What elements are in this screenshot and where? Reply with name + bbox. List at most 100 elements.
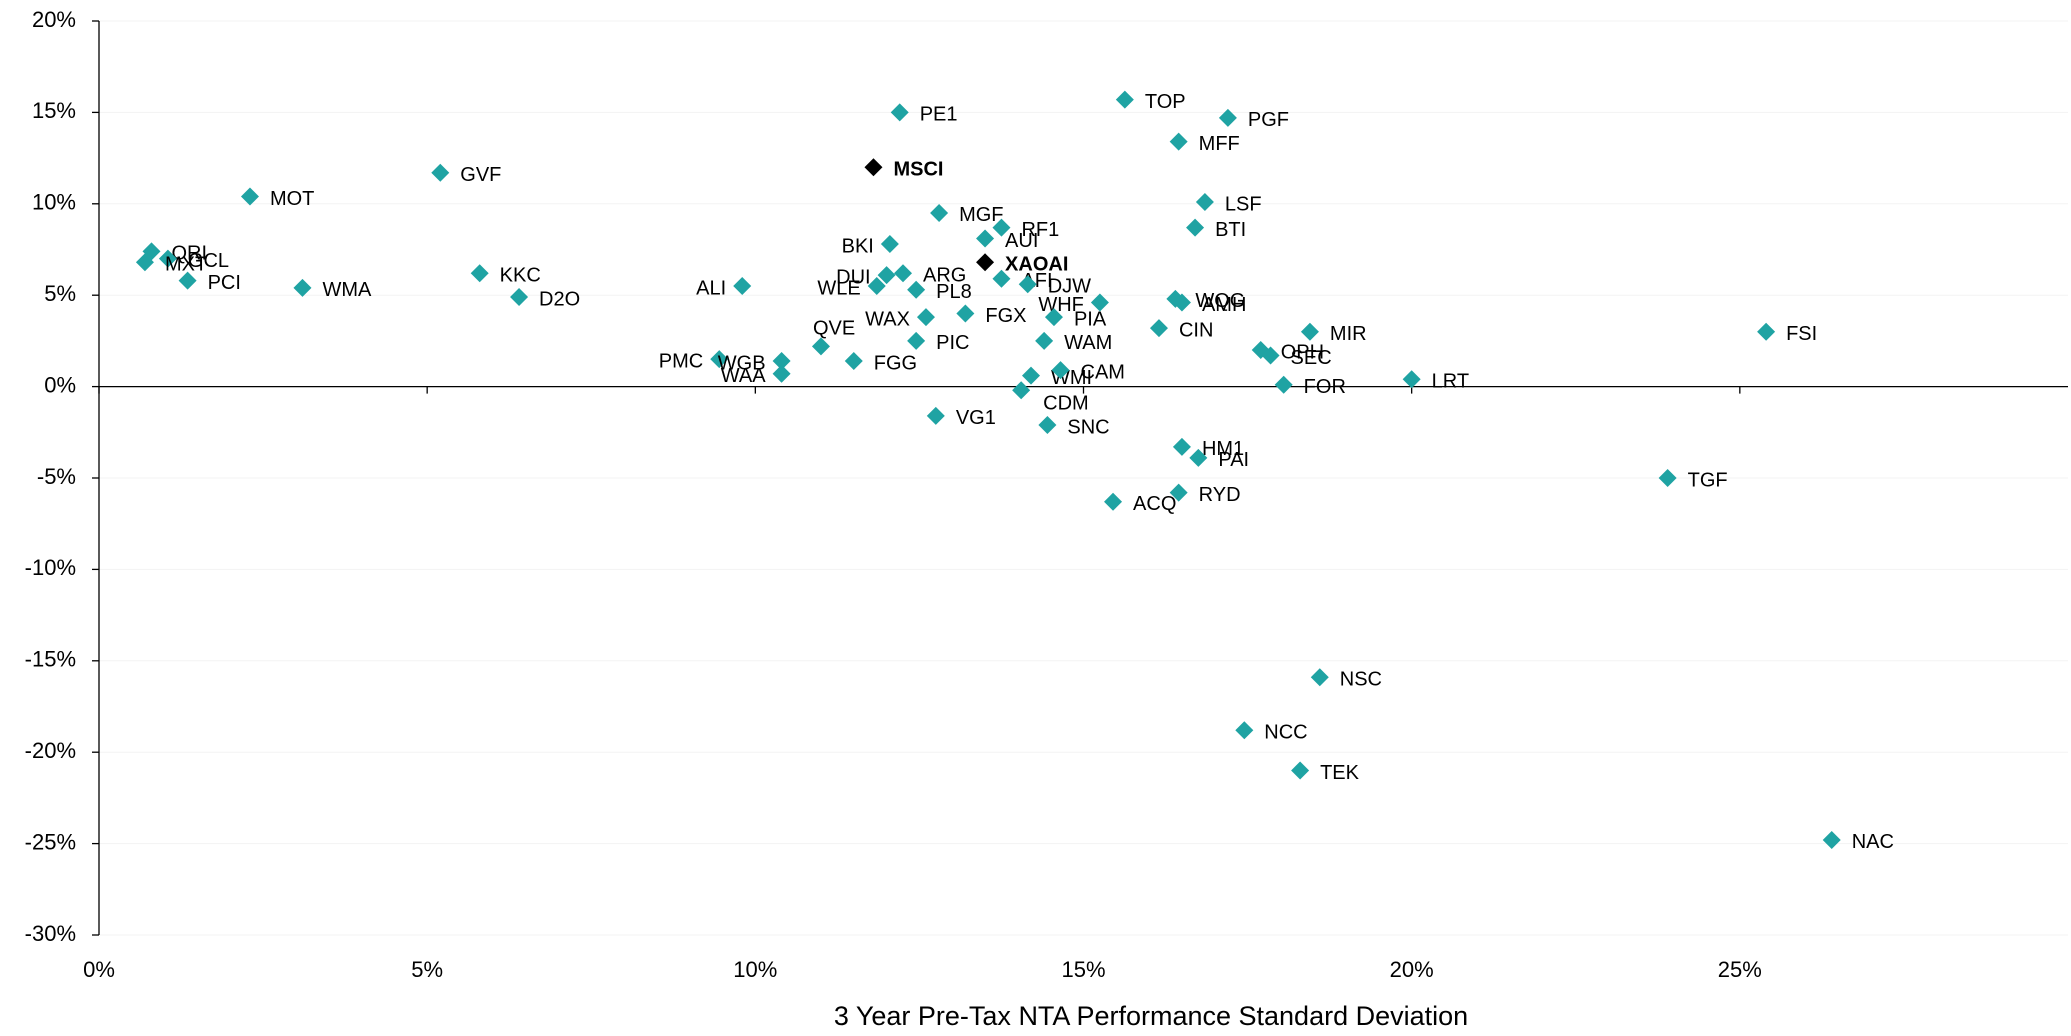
point-label: XAOAI <box>1005 254 1068 276</box>
point-label: ARG <box>923 265 966 287</box>
data-point <box>1021 366 1040 385</box>
point-label: MOT <box>270 188 314 210</box>
data-point <box>1172 437 1191 456</box>
y-tick-label: -15% <box>25 647 76 672</box>
data-point <box>178 271 197 290</box>
point-label: PGF <box>1248 109 1289 131</box>
data-point <box>1757 322 1776 341</box>
data-point <box>1189 448 1208 467</box>
y-tick-label: 0% <box>44 372 76 397</box>
data-point <box>877 266 896 285</box>
point-label: HM1 <box>1202 438 1244 460</box>
data-point <box>1115 90 1134 109</box>
point-label: MFF <box>1199 133 1240 155</box>
point-label: WQG <box>1195 290 1245 312</box>
point-label: LRT <box>1432 371 1469 393</box>
point-label: WHF <box>1038 294 1084 316</box>
data-point <box>1402 370 1421 389</box>
data-point <box>864 158 883 177</box>
point-label: FOR <box>1304 376 1346 398</box>
point-label: FGX <box>985 305 1026 327</box>
data-point <box>890 103 909 122</box>
data-point <box>1169 483 1188 502</box>
x-tick-label: 5% <box>411 957 443 982</box>
point-label: RYD <box>1199 484 1241 506</box>
point-label: MXT <box>165 254 207 276</box>
point-label: CIN <box>1179 319 1213 341</box>
point-label: FSI <box>1786 323 1817 345</box>
y-tick-label: -10% <box>25 555 76 580</box>
point-label: D2O <box>539 288 580 310</box>
data-point <box>1035 331 1054 350</box>
point-label: PAI <box>1218 449 1249 471</box>
point-label: RF1 <box>1021 219 1059 241</box>
data-point <box>1300 322 1319 341</box>
point-label: PCI <box>208 272 241 294</box>
data-point <box>992 218 1011 237</box>
point-label: KKC <box>500 265 541 287</box>
data-point <box>1291 761 1310 780</box>
data-point <box>710 350 729 369</box>
point-label: TEK <box>1320 762 1360 784</box>
data-point <box>510 288 529 307</box>
data-point <box>992 269 1011 288</box>
point-label: NCC <box>1264 722 1307 744</box>
data-point <box>1658 469 1677 487</box>
point-label: NAC <box>1852 831 1894 853</box>
data-point <box>135 253 154 272</box>
y-tick-label: -25% <box>25 829 76 854</box>
y-tick-label: 5% <box>44 281 76 306</box>
point-label: PIC <box>936 332 969 354</box>
x-tick-label: 25% <box>1718 957 1762 982</box>
y-tick-label: -20% <box>25 738 76 763</box>
data-point <box>1018 275 1037 294</box>
point-label: LSF <box>1225 193 1262 215</box>
point-label: BKI <box>842 235 874 257</box>
point-label: WAM <box>1064 332 1112 354</box>
point-label: OPH <box>1281 341 1324 363</box>
x-axis-title: 3 Year Pre-Tax NTA Performance Standard … <box>834 1001 1468 1031</box>
y-tick-label: -30% <box>25 921 76 946</box>
point-label: WLE <box>817 277 860 299</box>
data-point <box>1051 361 1070 380</box>
point-label: QVE <box>813 318 855 340</box>
data-point <box>733 277 752 296</box>
data-point <box>772 364 791 383</box>
data-point <box>772 352 791 371</box>
data-point <box>867 277 886 296</box>
x-tick-label: 15% <box>1061 957 1105 982</box>
y-tick-label: 20% <box>32 7 76 32</box>
data-point <box>1090 293 1109 312</box>
point-label: WAX <box>865 308 910 330</box>
point-label: SNC <box>1067 416 1109 438</box>
point-label: CDM <box>1043 393 1089 415</box>
data-point <box>1012 381 1031 400</box>
point-label: WGB <box>718 352 766 374</box>
data-point <box>956 304 975 323</box>
x-tick-label: 20% <box>1390 957 1434 982</box>
data-point <box>1149 319 1168 338</box>
data-point <box>1195 192 1214 211</box>
data-point <box>976 253 995 272</box>
point-label: CAM <box>1081 361 1125 383</box>
data-point <box>894 264 913 283</box>
data-point <box>811 337 830 356</box>
point-label: FGG <box>874 352 917 374</box>
data-point <box>1104 492 1123 511</box>
point-label: QRI <box>172 243 208 265</box>
point-label: SEC <box>1291 347 1332 369</box>
data-point <box>240 187 259 206</box>
point-label: PIA <box>1074 308 1107 330</box>
data-point <box>907 331 926 350</box>
point-label: AUI <box>1005 230 1038 252</box>
data-point <box>1274 375 1293 394</box>
point-label: GCL <box>188 250 229 272</box>
point-label: TOP <box>1145 91 1186 113</box>
data-point <box>1044 308 1063 327</box>
data-point <box>916 308 935 327</box>
point-label: MIR <box>1330 323 1367 345</box>
data-point <box>1169 132 1188 151</box>
point-label: GVF <box>460 164 501 186</box>
data-point <box>976 229 995 248</box>
